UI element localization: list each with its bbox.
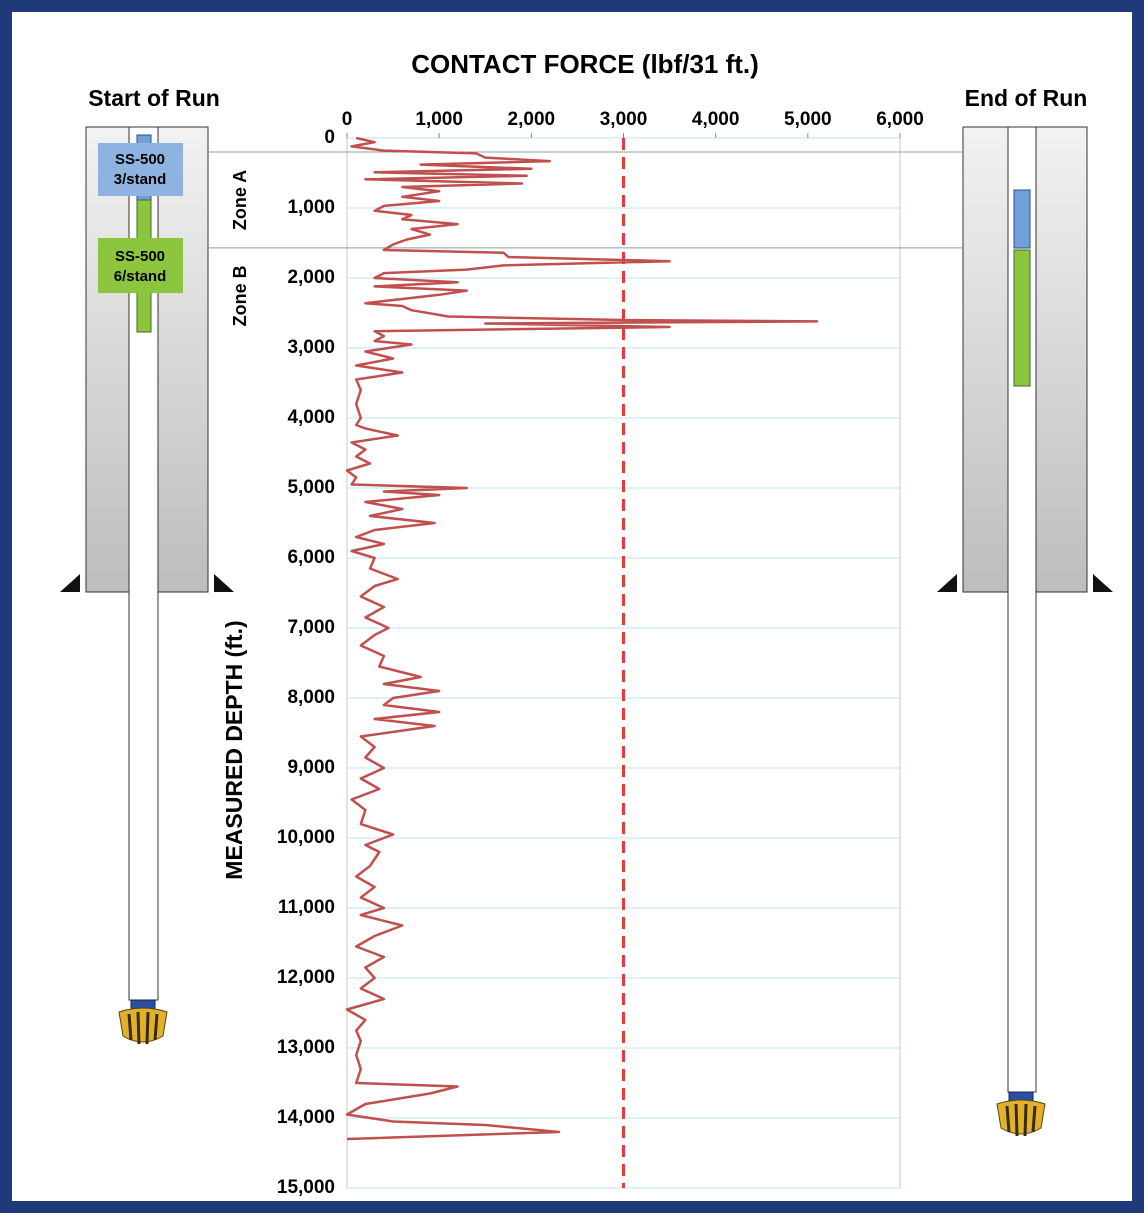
plot: 0 1,000 2,000 3,000 4,000 5,000 6,000 7,000 8,00…: [208, 109, 963, 1198]
casing-shoe: [937, 574, 1113, 592]
tool-segment: [1013, 189, 1031, 249]
force-line: [345, 136, 819, 1141]
y-tick-label: 0: [324, 127, 335, 148]
tool-label: 3/stand: [114, 171, 167, 188]
x-tick-label: 2,000: [508, 109, 556, 130]
zone-label: Zone B: [230, 265, 250, 326]
y-tick-label: 13,000: [277, 1037, 335, 1058]
y-tick-label: 1,000: [287, 197, 335, 218]
x-tick-label: 1,000: [415, 109, 463, 130]
y-tick-label: 2,000: [287, 267, 335, 288]
y-tick-label: 10,000: [277, 827, 335, 848]
tool-label-box: [98, 143, 183, 196]
y-tick-label: 15,000: [277, 1177, 335, 1198]
y-tick-label: 6,000: [287, 547, 335, 568]
diagram-title: Start of Run: [88, 85, 220, 111]
start-diagram: SS-500 3/stand SS-500 6/stand Start of R…: [60, 85, 234, 1046]
x-tick-label: 4,000: [692, 109, 740, 130]
tool-segment: [1013, 249, 1031, 387]
y-tick-label: 14,000: [277, 1107, 335, 1128]
x-tick-label: 5,000: [784, 109, 832, 130]
zone-label: Zone A: [230, 170, 250, 230]
y-tick-label: 7,000: [287, 617, 335, 638]
x-tick-label: 0: [342, 109, 353, 130]
x-tick-label: 6,000: [876, 109, 924, 130]
y-tick-label: 4,000: [287, 407, 335, 428]
chart-title: CONTACT FORCE (lbf/31 ft.): [411, 49, 759, 79]
y-tick-label: 12,000: [277, 967, 335, 988]
y-tick-label: 5,000: [287, 477, 335, 498]
tool-label: 6/stand: [114, 268, 167, 285]
y-tick-label: 8,000: [287, 687, 335, 708]
y-tick-label: 9,000: [287, 757, 335, 778]
y-tick-label: 11,000: [278, 897, 335, 918]
y-axis-label: MEASURED DEPTH (ft.): [221, 620, 247, 879]
end-diagram: End of Run: [937, 85, 1113, 1138]
casing-shoe: [60, 574, 234, 592]
tool-label-box: [98, 238, 183, 293]
y-tick-label: 3,000: [287, 337, 335, 358]
tool-label: SS-500: [115, 151, 165, 168]
diagram-title: End of Run: [965, 85, 1088, 111]
tool-label: SS-500: [115, 248, 165, 265]
x-tick-label: 3,000: [600, 109, 648, 130]
